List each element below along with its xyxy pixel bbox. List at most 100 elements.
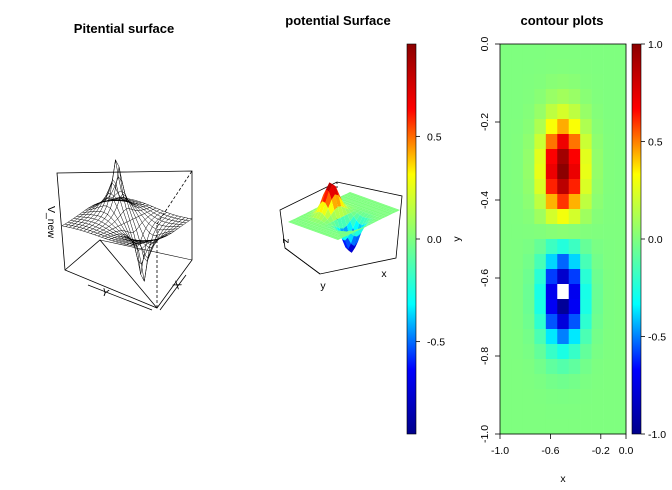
surface-facet (301, 216, 308, 219)
heatmap-cell (545, 419, 558, 435)
heatmap-cell (580, 314, 592, 330)
surface-facet (304, 214, 311, 217)
heatmap-cell (591, 374, 604, 390)
heatmap-cell (500, 134, 512, 150)
surface-facet (300, 218, 307, 222)
surface-facet (353, 200, 360, 203)
surface-facet (333, 231, 340, 234)
heatmap-cell (522, 74, 535, 90)
surface-facet (361, 203, 369, 206)
surface-facet (304, 226, 311, 229)
heatmap-cell (511, 224, 524, 240)
heatmap-cell (545, 254, 558, 270)
panel-2-colorbar-ticks: 0.5 0.0 -0.5 (416, 131, 445, 349)
surface-facet (366, 223, 373, 226)
surface-facet (363, 198, 370, 201)
heatmap-cell (614, 209, 627, 225)
heatmap-cell (614, 374, 627, 390)
surface-facet (382, 207, 389, 211)
surface-facet (326, 234, 334, 237)
heatmap-cell (534, 344, 547, 360)
heatmap-cell (614, 134, 627, 150)
heatmap-cell (500, 269, 512, 285)
heatmap-cell (568, 89, 581, 105)
surface-facet (324, 208, 331, 220)
heatmap-cell (522, 419, 535, 435)
surface-facet (326, 226, 333, 229)
heatmap-cell (522, 269, 535, 285)
heatmap-cell (557, 179, 570, 195)
surface-facet (306, 217, 313, 221)
surface-facet (371, 215, 378, 219)
surface-facet (393, 209, 400, 212)
heatmap-cell (603, 119, 615, 135)
heatmap-cell (522, 254, 535, 270)
surface-facet (365, 201, 372, 205)
heatmap-cell (614, 344, 627, 360)
surface-facet (310, 225, 318, 229)
surface-facet (329, 182, 336, 187)
heatmap-cell (580, 329, 592, 345)
surface-facet (302, 222, 309, 226)
heatmap-cell (614, 269, 627, 285)
surface-facet (324, 233, 331, 236)
surface-facet (357, 198, 364, 202)
surface-facet (357, 196, 364, 199)
surface-facet (301, 225, 309, 228)
heatmap-cell (511, 404, 524, 420)
heatmap-y-tick-label: -0.2 (479, 113, 491, 131)
heatmap-cell (500, 374, 512, 390)
mesh-line (114, 198, 187, 224)
heatmap-colorbar-tick-label: -0.5 (648, 332, 666, 344)
panel-1-x-label: X (171, 279, 185, 292)
heatmap-cell (591, 179, 604, 195)
heatmap-cell (591, 164, 604, 180)
heatmap-cell (500, 329, 512, 345)
heatmap-cell (591, 74, 604, 90)
surface-facet (333, 219, 340, 229)
surface-facet (325, 191, 332, 209)
heatmap-cell (500, 194, 512, 210)
heatmap-cell (568, 359, 581, 375)
surface-facet (347, 201, 354, 204)
heatmap-cell (580, 344, 592, 360)
heatmap-cell (568, 59, 581, 75)
surface-facet (359, 216, 366, 225)
heatmap-cell (603, 419, 615, 435)
heatmap-cell (614, 74, 627, 90)
surface-facet (319, 189, 326, 205)
heatmap-y-label: y (451, 236, 463, 242)
surface-facet (353, 212, 360, 221)
surface-facet (366, 221, 374, 225)
surface-facet (299, 221, 306, 225)
surface-facet (333, 225, 340, 234)
heatmap-cell (557, 149, 570, 165)
surface-facet (357, 210, 364, 215)
surface-facet (348, 206, 355, 210)
heatmap-cell (500, 104, 512, 120)
heatmap-cell (568, 314, 581, 330)
heatmap-cell (603, 269, 615, 285)
mesh-line (102, 197, 175, 236)
surface-facet (359, 211, 367, 217)
surface-facet (366, 199, 373, 202)
heatmap-cell (568, 269, 581, 285)
heatmap-cell (545, 344, 558, 360)
heatmap-cell (568, 134, 581, 150)
heatmap-cell (591, 149, 604, 165)
heatmap-cell (534, 389, 547, 405)
heatmap-cell (534, 194, 547, 210)
surface-facet (380, 213, 387, 216)
surface-facet (360, 197, 367, 200)
heatmap-cell (568, 74, 581, 90)
heatmap-cell (511, 374, 524, 390)
surface-facet (312, 208, 319, 211)
surface-facet (310, 212, 317, 218)
surface-facet (298, 215, 305, 218)
heatmap-cell (500, 359, 512, 375)
surface-facet (379, 204, 387, 207)
heatmap-cell (580, 44, 592, 60)
heatmap-cell (545, 149, 558, 165)
surface-facet (353, 229, 360, 237)
surface-facet (382, 205, 389, 208)
